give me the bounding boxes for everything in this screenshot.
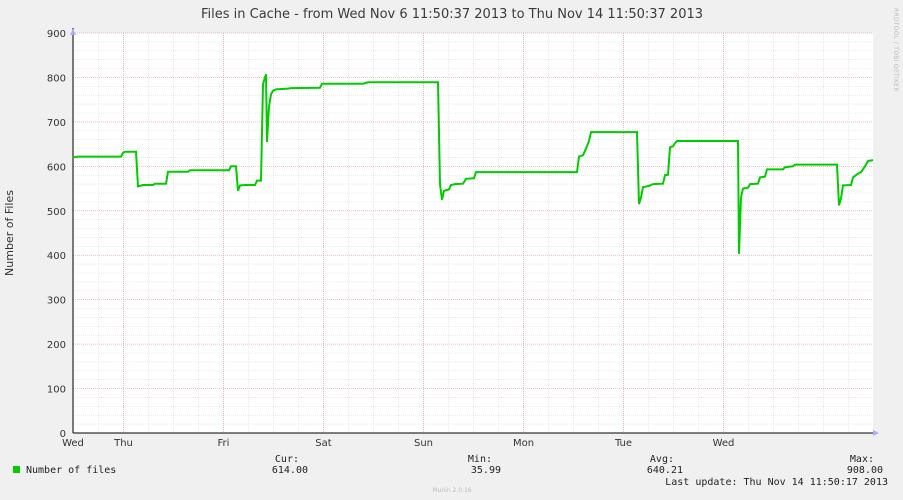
x-axis-arrow	[873, 430, 879, 436]
legend-stat-header: Cur:	[275, 454, 299, 465]
y-axis-label: Number of Files	[3, 190, 16, 276]
x-axis-tick-labels: Wed Thu Fri Sat Sun Mon Tue Wed	[62, 438, 734, 449]
x-tick-label: Thu	[113, 438, 133, 449]
x-tick-label: Tue	[614, 438, 632, 449]
x-tick-label: Fri	[218, 438, 230, 449]
legend-stats: Cur:614.00 Min:35.99 Avg:640.21 Max:908.00	[272, 454, 883, 476]
minor-grid	[73, 33, 873, 433]
legend-stat-header: Min:	[468, 454, 492, 465]
x-tick-label: Sun	[414, 438, 433, 449]
y-tick-label: 100	[47, 385, 66, 396]
y-tick-label: 900	[47, 29, 66, 40]
legend-swatch	[13, 466, 20, 473]
x-tick-label: Mon	[513, 438, 534, 449]
y-tick-label: 0	[60, 429, 66, 440]
legend-label: Number of files	[26, 465, 116, 476]
x-tick-label: Sat	[315, 438, 331, 449]
legend-stat-value: 640.21	[647, 465, 683, 476]
y-tick-label: 500	[47, 207, 66, 218]
x-tick-label: Wed	[62, 438, 84, 449]
y-tick-label: 300	[47, 296, 66, 307]
major-grid	[73, 32, 873, 433]
y-tick-label: 600	[47, 162, 66, 173]
y-tick-label: 800	[47, 73, 66, 84]
legend-stat-value: 35.99	[471, 465, 501, 476]
y-axis-tick-labels: 0 100 200 300 400 500 600 700 800 900	[47, 29, 66, 440]
y-tick-label: 400	[47, 251, 66, 262]
y-tick-label: 200	[47, 340, 66, 351]
rrdtool-credit: RRDTOOL / TOBI OETIKER	[892, 8, 899, 92]
legend-stat-header: Max:	[850, 454, 874, 465]
chart-title: Files in Cache - from Wed Nov 6 11:50:37…	[201, 7, 703, 22]
y-axis-arrow	[70, 29, 76, 35]
plot-area	[73, 33, 873, 433]
x-tick-label: Wed	[713, 438, 735, 449]
legend-stat-value: 908.00	[847, 465, 883, 476]
last-update: Last update: Thu Nov 14 11:50:17 2013	[665, 477, 888, 488]
munin-version: Munin 2.0.16	[432, 487, 471, 494]
legend-stat-header: Avg:	[650, 454, 674, 465]
legend-stat-value: 614.00	[272, 465, 308, 476]
y-tick-label: 700	[47, 118, 66, 129]
series-line-number-of-files	[72, 73, 874, 254]
